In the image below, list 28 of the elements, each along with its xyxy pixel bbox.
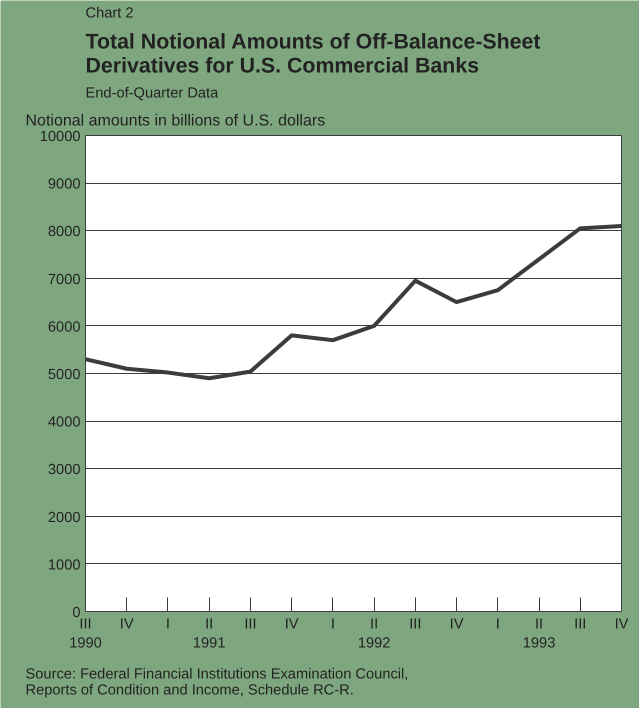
x-tick-label: II 1993 (522, 616, 556, 652)
y-tick-label: 6000 (48, 319, 81, 336)
y-tick-label: 2000 (48, 510, 81, 526)
y-tick-label: 1000 (48, 557, 81, 574)
y-tick-label: 3000 (48, 462, 81, 478)
x-tick-label: IV (284, 616, 299, 632)
y-tick-label: 10000 (40, 129, 81, 145)
x-tick-label: III (244, 616, 257, 632)
x-tick-label: IV (120, 616, 134, 632)
x-tick-label: II 1992 (358, 616, 390, 652)
y-tick-label: 5000 (48, 367, 81, 383)
x-tick-label: I (496, 616, 500, 632)
x-tick-label: IV (450, 616, 464, 632)
x-tick-label: III (574, 616, 586, 632)
x-tick-label: I (330, 616, 335, 632)
x-tick-label: III (409, 616, 422, 632)
y-tick-label: 7000 (48, 272, 81, 288)
caption: Chart 2 (86, 6, 134, 22)
x-tick-label: I (166, 616, 170, 632)
y-tick-label: 9000 (48, 176, 81, 193)
x-tick-label: IV (614, 616, 629, 632)
y-axis-title: Notional amounts in billions of U.S. dollars (26, 112, 326, 130)
chart-title: Total Notional Amounts of Off-Balance-Sheet Derivatives for U.S. Commercial Banks (86, 30, 541, 78)
y-tick-label: 4000 (48, 414, 81, 431)
chart-subtitle: End-of-Quarter Data (86, 86, 220, 102)
source-note: Source: Federal Financial Institutions Examination Council, Reports of Condition and Income, Schedule RC-R. (26, 666, 408, 698)
x-tick-label: II 1991 (192, 616, 226, 652)
y-tick-label: 8000 (48, 224, 81, 240)
